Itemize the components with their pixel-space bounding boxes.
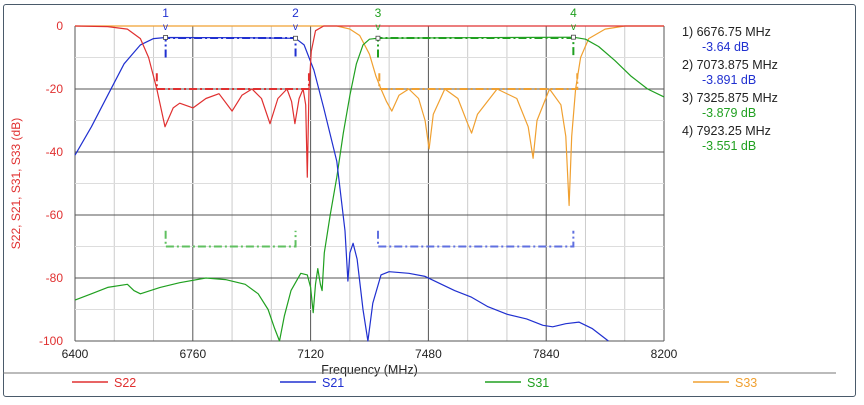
marker-frequency: 2) 7073.875 MHz	[682, 58, 778, 72]
marker-number: 3	[375, 6, 382, 20]
y-axis-label: S22, S21, S31, S33 (dB)	[9, 118, 23, 249]
marker-value: -3.891 dB	[702, 73, 757, 87]
x-tick-label: 6760	[179, 347, 206, 361]
marker-frequency: 1) 6676.75 MHz	[682, 25, 771, 39]
chart-frame	[3, 4, 856, 397]
marker-point	[163, 35, 168, 40]
spec-mask-line	[377, 36, 575, 58]
spec-mask-line	[378, 73, 579, 90]
marker-readout-2: 2) 7073.875 MHz -3.891 dB	[682, 58, 778, 88]
marker-caret-icon: v	[293, 22, 298, 33]
y-tick-label: 0	[56, 19, 63, 33]
y-tick-label: -40	[46, 145, 64, 159]
marker-number: 2	[292, 6, 299, 20]
marker-point	[375, 35, 381, 41]
x-tick-label: 7120	[297, 347, 324, 361]
marker-value: -3.879 dB	[702, 106, 757, 120]
y-tick-label: -20	[46, 82, 64, 96]
x-tick-label: 6400	[62, 347, 89, 361]
marker-readout-1: 1) 6676.75 MHz -3.64 dB	[682, 25, 771, 55]
marker-frequency: 3) 7325.875 MHz	[682, 91, 778, 105]
marker-number: 1	[162, 6, 169, 20]
y-tick-label: -100	[39, 334, 63, 348]
marker-readout-3: 3) 7325.875 MHz -3.879 dB	[682, 91, 778, 121]
marker-value: -3.64 dB	[702, 40, 750, 54]
spec-mask-line	[377, 230, 575, 248]
x-tick-label: 7480	[415, 347, 442, 361]
marker-point	[571, 34, 576, 40]
marker-caret-icon: v	[375, 22, 380, 33]
marker-readout-4: 4) 7923.25 MHz -3.551 dB	[682, 124, 771, 154]
marker-frequency: 4) 7923.25 MHz	[682, 124, 771, 138]
y-tick-label: -80	[46, 271, 64, 285]
x-axis-label: Frequency (MHz)	[321, 363, 418, 377]
x-tick-label: 8200	[651, 347, 678, 361]
x-tick-label: 7840	[533, 347, 560, 361]
legend-label-s22: S22	[114, 376, 136, 390]
legend-label-s33: S33	[735, 376, 757, 390]
y-tick-label: -60	[46, 208, 64, 222]
marker-number: 4	[570, 6, 577, 20]
series-line-s33	[75, 25, 664, 207]
series-line-s22	[74, 25, 664, 178]
spec-mask-line	[164, 36, 297, 58]
series-line-s31	[74, 36, 665, 342]
marker-point	[293, 35, 298, 41]
marker-value: -3.551 dB	[702, 139, 757, 153]
spec-mask-line	[164, 230, 297, 248]
marker-caret-icon: v	[163, 22, 168, 33]
legend-label-s31: S31	[527, 376, 549, 390]
spec-mask-line	[155, 73, 310, 90]
marker-caret-icon: v	[571, 22, 576, 33]
legend-label-s21: S21	[322, 376, 344, 390]
